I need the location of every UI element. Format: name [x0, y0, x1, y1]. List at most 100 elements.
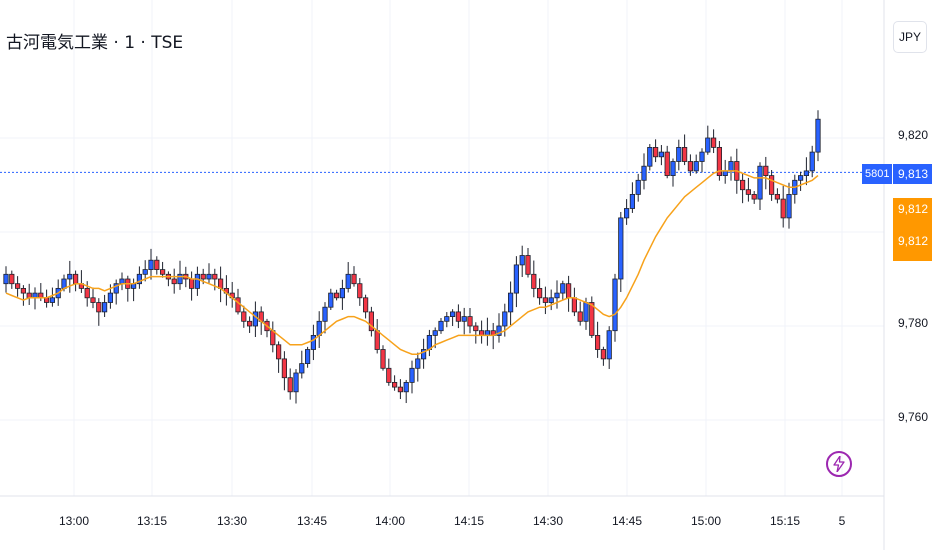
- candle-up: [252, 311, 258, 327]
- candle-down: [566, 283, 572, 299]
- candle-down: [84, 287, 90, 299]
- candle-up: [507, 292, 514, 313]
- candle-up: [670, 161, 676, 176]
- candle-down: [212, 273, 218, 280]
- candle-up: [641, 165, 647, 181]
- y-tick-label: 9,760: [898, 410, 929, 424]
- candle-down: [9, 273, 15, 285]
- candle-down: [241, 311, 247, 322]
- candle-down: [380, 349, 386, 369]
- candle-up: [310, 334, 317, 350]
- y-tick-label: 9,820: [898, 128, 929, 142]
- candle-up: [345, 273, 351, 289]
- candle-down: [159, 269, 166, 275]
- candle-down: [73, 273, 79, 285]
- candle-up: [415, 358, 421, 369]
- candle-up: [409, 367, 415, 383]
- candle-down: [542, 297, 549, 303]
- candle-up: [3, 273, 9, 285]
- candle-up: [647, 146, 653, 167]
- candle-down: [287, 377, 293, 393]
- ma-price-tag: 9,812: [893, 198, 932, 221]
- candle-down: [246, 320, 253, 327]
- candle-up: [502, 311, 508, 327]
- ma-price-tag: 9,812: [893, 221, 932, 261]
- candle-up: [519, 255, 525, 266]
- candle-down: [281, 358, 288, 379]
- candle-down: [275, 344, 282, 360]
- candle-up: [438, 320, 444, 332]
- candle-up: [693, 161, 699, 172]
- candle-up: [606, 330, 612, 360]
- candle-up: [328, 292, 334, 308]
- candle-down: [362, 297, 369, 313]
- x-tick-label: 14:45: [611, 514, 643, 528]
- x-tick-label: 13:00: [58, 514, 90, 528]
- candle-down: [745, 189, 752, 195]
- candle-down: [386, 367, 392, 383]
- candle-down: [391, 381, 398, 388]
- grid-lines: [0, 0, 884, 496]
- candle-up: [635, 179, 641, 195]
- candle-up: [194, 273, 200, 289]
- candle-up: [513, 264, 520, 294]
- candle-up: [420, 349, 427, 360]
- candle-down: [171, 278, 177, 285]
- candle-up: [206, 273, 212, 280]
- x-tick-label: 14:30: [532, 514, 564, 528]
- candle-up: [705, 137, 711, 153]
- lightning-glyph: [833, 456, 845, 472]
- x-tick-label: 13:30: [216, 514, 248, 528]
- x-tick-label: 15:00: [690, 514, 722, 528]
- candle-down: [473, 325, 479, 332]
- x-tick-label: 14:00: [374, 514, 406, 528]
- candle-down: [525, 255, 531, 275]
- candle-down: [664, 151, 670, 177]
- candle-down: [571, 297, 578, 313]
- candle-up: [304, 349, 311, 365]
- candle-up: [444, 316, 450, 322]
- candle-up: [449, 311, 456, 317]
- candle-down: [368, 311, 375, 332]
- candle-down: [455, 311, 462, 322]
- chart-title: 古河電気工業 · 1 · TSE: [6, 33, 184, 53]
- candle-down: [14, 283, 21, 289]
- candle-down: [595, 334, 601, 350]
- candle-up: [339, 287, 346, 299]
- symbol-tag: 5801: [862, 164, 892, 184]
- candle-down: [751, 193, 757, 200]
- candle-up: [699, 151, 705, 162]
- candle-up: [757, 165, 763, 200]
- x-tick-label: 14:15: [453, 514, 485, 528]
- candle-up: [658, 151, 665, 158]
- candle-down: [763, 165, 769, 176]
- lightning-icon[interactable]: [826, 451, 852, 477]
- candle-down: [716, 146, 723, 176]
- candle-up: [624, 208, 630, 219]
- x-tick-label: 13:15: [136, 514, 168, 528]
- candle-up: [299, 363, 305, 374]
- candle-down: [20, 287, 27, 294]
- candle-down: [769, 175, 775, 195]
- candle-down: [200, 273, 206, 280]
- x-tick-label: 13:45: [296, 514, 328, 528]
- candle-up: [496, 325, 502, 336]
- candle-up: [136, 273, 142, 285]
- y-tick-label: 9,780: [898, 316, 929, 330]
- candle-up: [786, 193, 792, 219]
- candle-down: [653, 146, 659, 158]
- candle-down: [577, 311, 583, 322]
- candle-up: [560, 283, 566, 294]
- candle-up: [148, 259, 154, 271]
- candle-up: [798, 175, 804, 181]
- candle-up: [676, 146, 682, 162]
- candle-down: [333, 292, 340, 299]
- currency-button[interactable]: JPY: [893, 21, 927, 53]
- candle-up: [803, 170, 810, 176]
- candle-up: [461, 316, 467, 322]
- candle-down: [154, 259, 160, 271]
- candle-down: [740, 179, 746, 191]
- candle-up: [403, 381, 409, 393]
- last-price-tag: 9,813: [893, 164, 932, 184]
